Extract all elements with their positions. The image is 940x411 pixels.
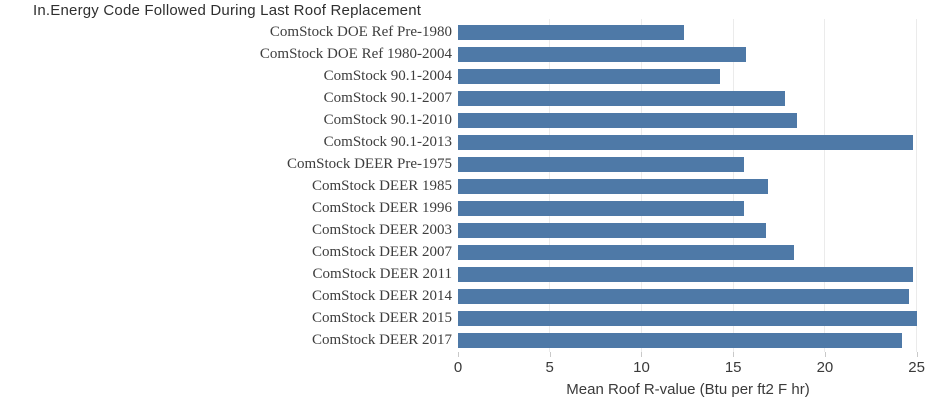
- category-label: ComStock DEER 2015: [311, 310, 452, 326]
- bar-track: [458, 43, 940, 65]
- bar-track: [458, 263, 940, 285]
- x-axis-tick: [824, 352, 826, 357]
- bar-rows: ComStock DOE Ref Pre-1980 ComStock DOE Re…: [0, 21, 940, 351]
- category-label: ComStock DOE Ref 1980-2004: [259, 46, 452, 62]
- bar-track: [458, 65, 940, 87]
- bar: [458, 178, 769, 194]
- bar: [458, 200, 745, 216]
- bar-row: ComStock DOE Ref Pre-1980: [0, 21, 940, 43]
- x-axis-title: Mean Roof R-value (Btu per ft2 F hr): [566, 381, 810, 398]
- bar-track: [458, 285, 940, 307]
- bar-row: ComStock DEER 2007: [0, 241, 940, 263]
- bar: [458, 24, 684, 40]
- bar: [458, 244, 794, 260]
- category-label: ComStock 90.1-2004: [323, 68, 452, 84]
- bar: [458, 112, 798, 128]
- bar-row: ComStock 90.1-2013: [0, 131, 940, 153]
- bar: [458, 134, 913, 150]
- bar-track: [458, 241, 940, 263]
- gridline: [824, 19, 826, 352]
- bar-row: ComStock DEER 1996: [0, 197, 940, 219]
- category-label: ComStock DOE Ref Pre-1980: [269, 24, 452, 40]
- bar: [458, 332, 902, 348]
- category-label: ComStock 90.1-2007: [323, 90, 452, 106]
- x-axis-tick-label: 5: [545, 359, 554, 376]
- category-label: ComStock DEER Pre-1975: [287, 156, 452, 172]
- bar: [458, 288, 910, 304]
- x-axis-tick-label: 15: [724, 359, 742, 376]
- bar-row: ComStock DEER 2014: [0, 285, 940, 307]
- bar-row: ComStock 90.1-2010: [0, 109, 940, 131]
- bar-track: [458, 21, 940, 43]
- x-axis-tick: [733, 352, 735, 357]
- bar-track: [458, 175, 940, 197]
- bar-row: ComStock DEER 1985: [0, 175, 940, 197]
- bar-track: [458, 87, 940, 109]
- gridline: [916, 19, 918, 352]
- bar: [458, 90, 785, 106]
- category-label: ComStock DEER 2017: [311, 332, 452, 348]
- x-axis-tick-label: 10: [633, 359, 650, 376]
- bar-row: ComStock DEER 2003: [0, 219, 940, 241]
- bar: [458, 222, 767, 238]
- bar-track: [458, 109, 940, 131]
- chart-title: In.Energy Code Followed During Last Roof…: [33, 2, 422, 19]
- x-axis-tick: [549, 352, 551, 357]
- category-label: ComStock DEER 2003: [311, 222, 452, 238]
- category-label: ComStock DEER 2014: [311, 288, 452, 304]
- x-axis-tick-label: 0: [453, 359, 463, 376]
- category-label: ComStock 90.1-2010: [323, 112, 452, 128]
- bar: [458, 68, 721, 84]
- x-axis-tick: [458, 352, 459, 357]
- bar-row: ComStock DEER 2011: [0, 263, 940, 285]
- x-axis-tick: [916, 352, 918, 357]
- bar-row: ComStock DEER 2015: [0, 307, 940, 329]
- bar-track: [458, 131, 940, 153]
- bar-track: [458, 153, 940, 175]
- bar-row: ComStock 90.1-2007: [0, 87, 940, 109]
- x-axis-tick-label: 25: [908, 359, 925, 376]
- category-label: ComStock 90.1-2013: [323, 134, 452, 150]
- bar-track: [458, 219, 940, 241]
- bar: [458, 46, 747, 62]
- x-axis: 0 5 10 15 20 25: [454, 352, 936, 380]
- bar: [458, 156, 745, 172]
- bar-row: ComStock 90.1-2004: [0, 65, 940, 87]
- bar-row: ComStock DEER Pre-1975: [0, 153, 940, 175]
- x-axis-tick-label: 20: [816, 359, 834, 376]
- bar-track: [458, 307, 940, 329]
- category-label: ComStock DEER 2007: [311, 244, 452, 260]
- bar: [458, 266, 913, 282]
- x-axis-tick: [641, 352, 643, 357]
- bar-row: ComStock DOE Ref 1980-2004: [0, 43, 940, 65]
- category-label: ComStock DEER 2011: [312, 266, 452, 282]
- category-label: ComStock DEER 1996: [311, 200, 452, 216]
- bar: [458, 310, 917, 326]
- bar-row: ComStock DEER 2017: [0, 329, 940, 351]
- bar-track: [458, 197, 940, 219]
- category-label: ComStock DEER 1985: [311, 178, 452, 194]
- bar-track: [458, 329, 940, 351]
